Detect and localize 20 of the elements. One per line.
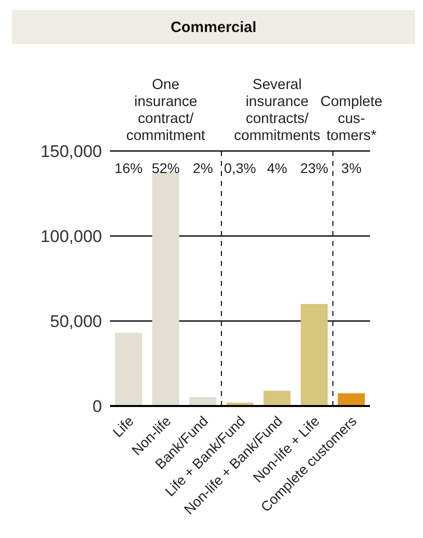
y-tick-label: 100,000 xyxy=(40,227,102,246)
y-tick-label: 150,000 xyxy=(40,142,102,162)
x-tick-label: Life xyxy=(109,412,137,440)
text: Complete cus- tomers* xyxy=(320,94,382,144)
bar xyxy=(300,304,328,406)
chart-title: Commercial xyxy=(12,10,415,44)
bar xyxy=(338,393,365,406)
y-tick-label: 0 xyxy=(92,397,102,416)
annotation: 52% xyxy=(152,160,180,176)
annotation: 2% xyxy=(192,160,213,176)
bar xyxy=(264,390,291,406)
annotation: 4% xyxy=(267,160,288,176)
y-tick-label: 50,000 xyxy=(50,312,102,332)
annotation: 16% xyxy=(114,160,143,176)
annotation: 3% xyxy=(341,160,362,176)
annotation: 0,3% xyxy=(224,160,256,176)
text: One insurance contract/ commitment xyxy=(125,77,206,145)
text: Several insurance contracts/ commitments xyxy=(234,77,320,144)
annotation: 23% xyxy=(300,160,328,176)
bar xyxy=(115,332,142,406)
